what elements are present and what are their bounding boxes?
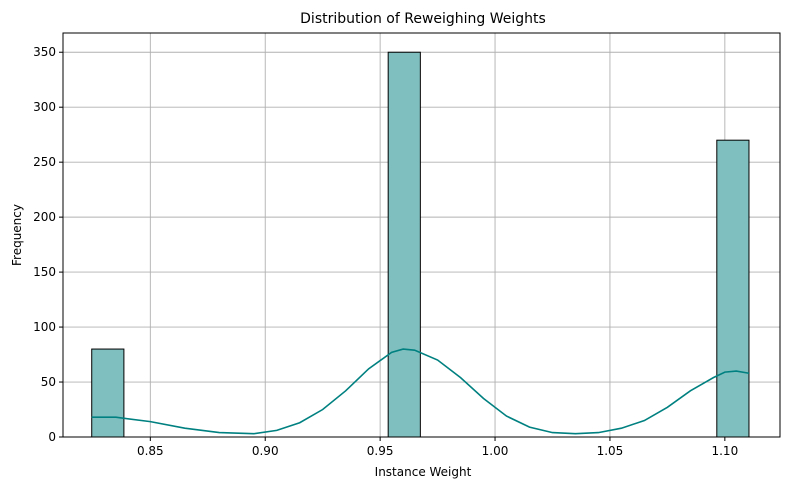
x-tick-label: 0.85	[137, 444, 164, 458]
y-tick-label: 50	[41, 375, 56, 389]
y-tick-label: 150	[33, 265, 56, 279]
x-tick-label: 0.90	[252, 444, 279, 458]
y-tick-label: 250	[33, 155, 56, 169]
kde-curve	[91, 348, 750, 435]
y-tick-label: 100	[33, 320, 56, 334]
x-axis-label: Instance Weight	[375, 465, 472, 479]
y-tick-label: 0	[48, 430, 56, 444]
x-tick-label: 1.00	[482, 444, 509, 458]
y-tick-label: 200	[33, 210, 56, 224]
y-tick-label: 350	[33, 45, 56, 59]
chart-title: Distribution of Reweighing Weights	[300, 11, 546, 27]
histogram-bars	[91, 51, 750, 438]
x-tick-label: 0.95	[367, 444, 394, 458]
y-tick-label: 300	[33, 100, 56, 114]
y-axis-label: Frequency	[10, 204, 24, 266]
plot-area-frame	[62, 32, 781, 438]
x-tick-label: 1.05	[597, 444, 624, 458]
grid-lines	[63, 33, 780, 438]
y-axis-ticks: 0 50 100 150 200 250 300 350	[33, 45, 63, 444]
x-tick-label: 1.10	[711, 444, 738, 458]
histogram-bar	[91, 348, 125, 438]
histogram-bar	[716, 139, 750, 438]
x-axis-ticks: 0.85 0.90 0.95 1.00 1.05 1.10	[137, 437, 738, 458]
histogram-bar	[387, 51, 421, 438]
